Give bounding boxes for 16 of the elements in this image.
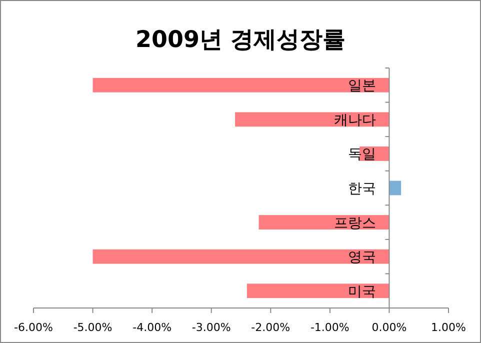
x-tick-label: -2.00%	[251, 321, 290, 334]
y-tick-label: 프랑스	[334, 215, 376, 232]
y-tick-label: 영국	[348, 250, 376, 266]
x-tick-label: -1.00%	[310, 321, 350, 334]
y-tick-label: 독일	[348, 146, 376, 163]
x-tick-label: -6.00%	[14, 321, 53, 334]
x-tick-label: -3.00%	[192, 321, 231, 334]
x-tick-label: -5.00%	[73, 321, 112, 334]
y-tick-label: 캐나다	[334, 112, 376, 128]
x-tick-label: 0.00%	[372, 321, 407, 334]
y-tick-label: 미국	[348, 284, 376, 300]
x-tick-label: 1.00%	[431, 321, 466, 334]
y-tick-label: 한국	[348, 181, 376, 197]
x-tick-label: -4.00%	[132, 321, 172, 334]
chart-title: 2009년 경제성장률	[135, 27, 346, 53]
y-tick-label: 일본	[348, 78, 376, 94]
